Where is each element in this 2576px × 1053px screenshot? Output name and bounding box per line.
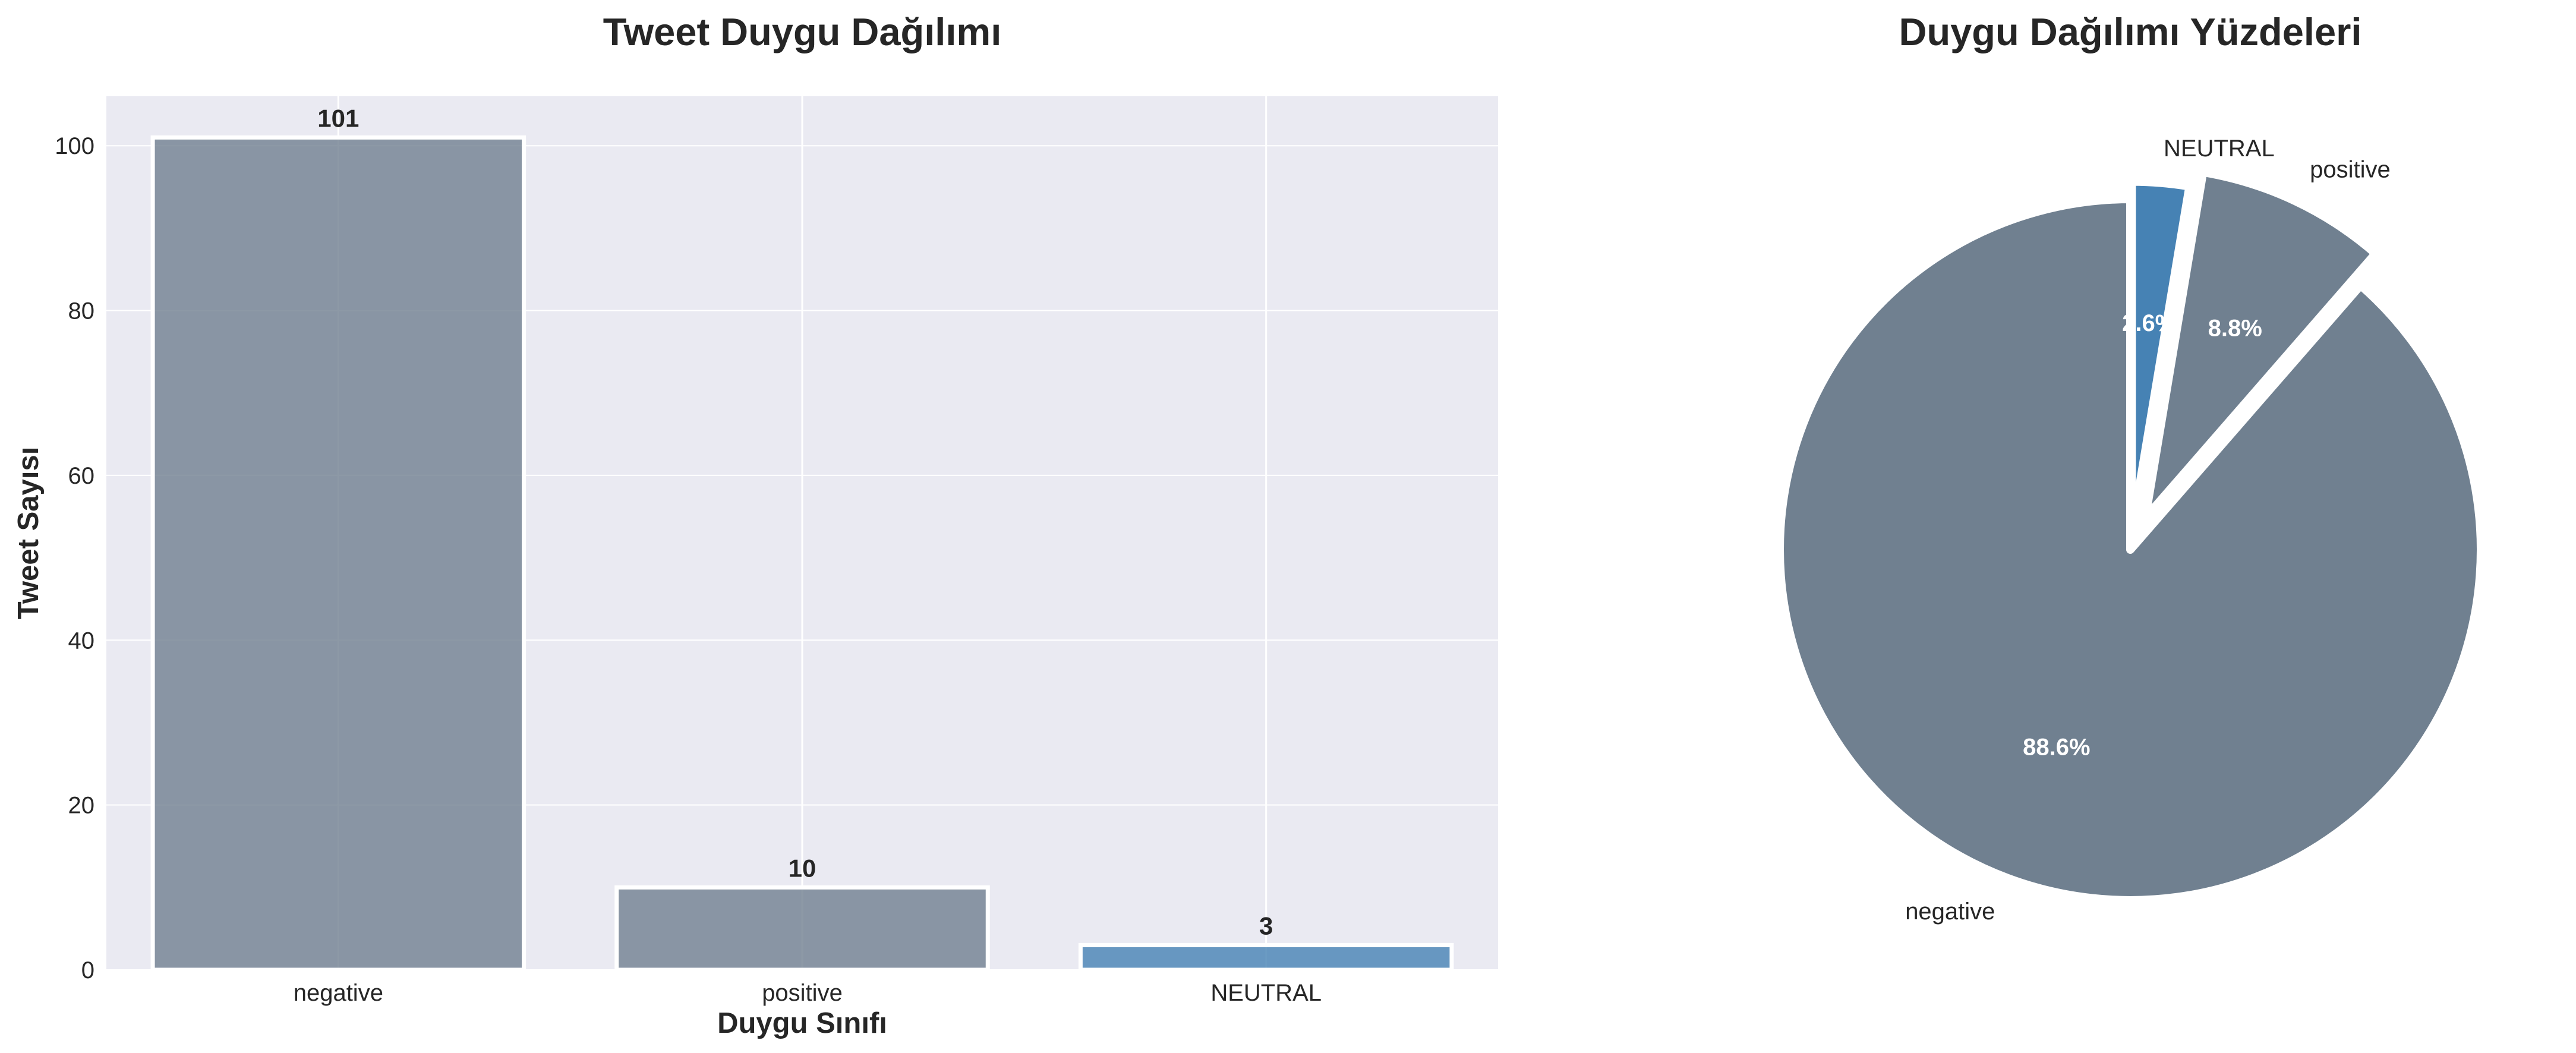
bar-negative <box>150 135 526 972</box>
bar-x-tick-label: positive <box>762 980 843 1006</box>
pie-slices <box>1775 168 2485 904</box>
bar-y-tick-label: 0 <box>81 957 94 983</box>
pie-chart-title: Duygu Dağılımı Yüzdeleri <box>1899 10 2362 53</box>
pie-category-label: negative <box>1905 898 1995 925</box>
pie-category-label: NEUTRAL <box>2164 135 2275 162</box>
bar-data-labels: 101 10 3 <box>317 104 1273 939</box>
bar-positive <box>614 885 990 972</box>
pie-category-label: positive <box>2310 157 2391 183</box>
pie-labels: NEUTRAL 2.6% positive 8.8% negative 88.6% <box>1905 135 2391 925</box>
bar-y-tick-label: 100 <box>55 133 94 159</box>
bar-x-tick-label: negative <box>294 980 383 1006</box>
bar-data-label: 3 <box>1259 912 1273 939</box>
pie-percent-label: 8.8% <box>2208 316 2262 342</box>
pie-chart: Duygu Dağılımı Yüzdeleri NEUTRAL 2.6% posi… <box>1775 10 2485 925</box>
bar-y-tick-label: 20 <box>68 793 95 819</box>
pie-percent-label: 2.6% <box>2122 310 2176 336</box>
bar-data-label: 101 <box>317 104 359 132</box>
bar-x-tick-label: NEUTRAL <box>1210 980 1322 1006</box>
bar-series <box>150 135 1454 972</box>
pie-slice-negative <box>1775 195 2485 904</box>
bar-x-axis-label: Duygu Sınıfı <box>717 1007 887 1039</box>
bar-x-ticks: negative positive NEUTRAL <box>294 980 1322 1006</box>
bar-y-tick-label: 80 <box>68 298 95 324</box>
bar-y-ticks: 0 20 40 60 80 100 <box>55 133 94 983</box>
bar-y-tick-label: 40 <box>68 628 95 654</box>
bar-y-axis-label: Tweet Sayısı <box>12 447 45 620</box>
pie-percent-label: 88.6% <box>2023 734 2090 761</box>
pie-slice-neutral <box>2127 177 2194 537</box>
bar-data-label: 10 <box>789 854 816 882</box>
bar-chart-title: Tweet Duygu Dağılımı <box>603 10 1002 53</box>
bar-neutral <box>1078 942 1454 972</box>
bar-y-tick-label: 60 <box>68 463 95 489</box>
pie-slice-positive <box>2141 168 2380 522</box>
